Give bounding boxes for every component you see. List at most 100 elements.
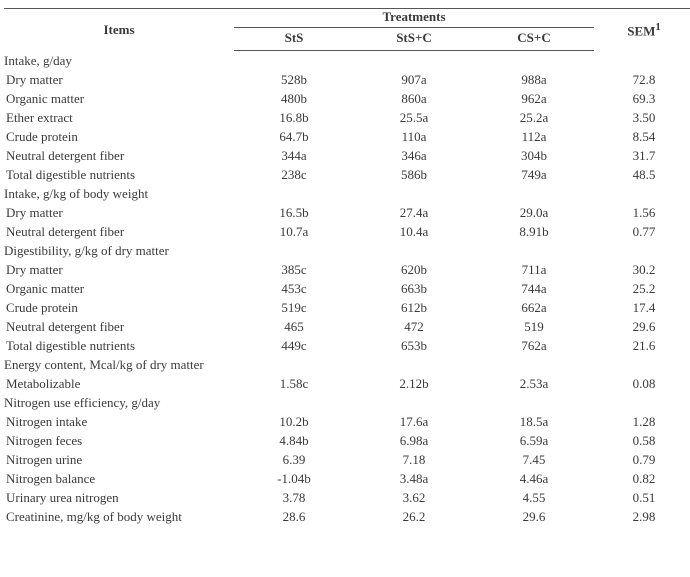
cell-value: 10.4a [354,222,474,241]
cell-value: 6.39 [234,450,354,469]
cell-value [354,51,474,71]
cell-value: 6.59a [474,431,594,450]
cell-value: 620b [354,260,474,279]
table-row: Nitrogen feces4.84b6.98a6.59a0.58 [4,431,690,450]
col-header-treatments: Treatments [234,9,594,28]
cell-value: 3.48a [354,469,474,488]
table-row: Dry matter385c620b711a30.2 [4,260,690,279]
table-row: Dry matter528b907a988a72.8 [4,70,690,89]
table-row: Organic matter453c663b744a25.2 [4,279,690,298]
row-label: Neutral detergent fiber [4,317,234,336]
data-table-container: Items Treatments SEM1 StS StS+C CS+C Int… [0,0,690,530]
cell-value: 17.6a [354,412,474,431]
cell-value: 480b [234,89,354,108]
cell-value [474,393,594,412]
cell-value [234,184,354,203]
cell-sem: 30.2 [594,260,690,279]
row-label: Nitrogen balance [4,469,234,488]
table-row: Ether extract16.8b25.5a25.2a3.50 [4,108,690,127]
cell-value [474,355,594,374]
cell-sem: 25.2 [594,279,690,298]
table-row: Total digestible nutrients449c653b762a21… [4,336,690,355]
cell-value: 29.6 [474,507,594,526]
section-row: Energy content, Mcal/kg of dry matter [4,355,690,374]
cell-value [234,241,354,260]
row-label: Organic matter [4,89,234,108]
table-row: Creatinine, mg/kg of body weight28.626.2… [4,507,690,526]
cell-value: 449c [234,336,354,355]
cell-value: 988a [474,70,594,89]
table-row: Crude protein64.7b110a112a8.54 [4,127,690,146]
sem-superscript: 1 [655,21,660,33]
row-label: Crude protein [4,127,234,146]
cell-value: 653b [354,336,474,355]
cell-value [354,184,474,203]
table-row: Neutral detergent fiber10.7a10.4a8.91b0.… [4,222,690,241]
cell-sem [594,184,690,203]
cell-sem: 1.28 [594,412,690,431]
cell-sem: 21.6 [594,336,690,355]
cell-value: 7.18 [354,450,474,469]
cell-value [474,241,594,260]
cell-value [354,393,474,412]
cell-value [234,355,354,374]
row-label: Nitrogen intake [4,412,234,431]
cell-value: 4.84b [234,431,354,450]
cell-value: 860a [354,89,474,108]
cell-value [354,241,474,260]
cell-sem: 0.58 [594,431,690,450]
cell-value: 762a [474,336,594,355]
cell-value: 1.58c [234,374,354,393]
cell-sem: 0.51 [594,488,690,507]
cell-value: 7.45 [474,450,594,469]
cell-value: 612b [354,298,474,317]
cell-value: 112a [474,127,594,146]
cell-sem: 1.56 [594,203,690,222]
row-label: Neutral detergent fiber [4,146,234,165]
cell-sem: 72.8 [594,70,690,89]
cell-value: 25.2a [474,108,594,127]
table-body: Intake, g/dayDry matter528b907a988a72.8O… [4,51,690,527]
row-label: Dry matter [4,70,234,89]
row-label: Total digestible nutrients [4,165,234,184]
section-row: Digestibility, g/kg of dry matter [4,241,690,260]
cell-value [234,393,354,412]
cell-value [474,184,594,203]
row-label: Dry matter [4,260,234,279]
cell-value: 519 [474,317,594,336]
data-table: Items Treatments SEM1 StS StS+C CS+C Int… [4,8,690,526]
row-label: Nitrogen use efficiency, g/day [4,393,234,412]
row-label: Urinary urea nitrogen [4,488,234,507]
cell-sem: 17.4 [594,298,690,317]
cell-value [474,51,594,71]
cell-sem [594,355,690,374]
table-row: Organic matter480b860a962a69.3 [4,89,690,108]
cell-value: 2.12b [354,374,474,393]
cell-value: 304b [474,146,594,165]
cell-value: 749a [474,165,594,184]
section-row: Intake, g/kg of body weight [4,184,690,203]
cell-sem: 48.5 [594,165,690,184]
cell-value: 26.2 [354,507,474,526]
cell-sem [594,393,690,412]
cell-sem: 0.08 [594,374,690,393]
row-label: Ether extract [4,108,234,127]
cell-value: 528b [234,70,354,89]
table-row: Total digestible nutrients238c586b749a48… [4,165,690,184]
cell-value: 453c [234,279,354,298]
cell-value: -1.04b [234,469,354,488]
cell-value: 25.5a [354,108,474,127]
cell-value: 64.7b [234,127,354,146]
col-header-sem: SEM1 [594,9,690,51]
cell-sem: 0.77 [594,222,690,241]
cell-value: 10.7a [234,222,354,241]
table-row: Metabolizable1.58c2.12b2.53a0.08 [4,374,690,393]
cell-value: 4.55 [474,488,594,507]
cell-value: 465 [234,317,354,336]
cell-value: 16.5b [234,203,354,222]
cell-sem: 29.6 [594,317,690,336]
cell-value: 586b [354,165,474,184]
cell-value: 4.46a [474,469,594,488]
cell-value [234,51,354,71]
col-header-items: Items [4,9,234,51]
